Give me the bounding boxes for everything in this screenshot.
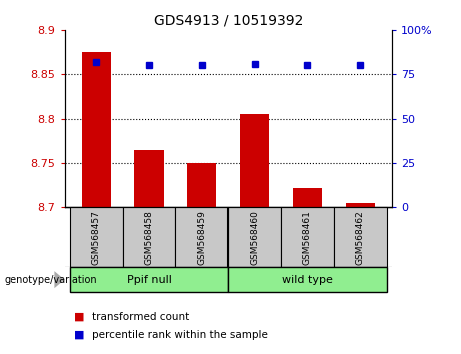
Text: genotype/variation: genotype/variation — [5, 275, 97, 285]
Bar — [334, 207, 387, 267]
Text: GSM568460: GSM568460 — [250, 210, 259, 265]
Text: wild type: wild type — [282, 275, 333, 285]
Text: GSM568459: GSM568459 — [197, 210, 207, 265]
Text: GSM568462: GSM568462 — [356, 210, 365, 264]
Polygon shape — [54, 271, 65, 288]
Bar — [123, 207, 175, 267]
Text: ■: ■ — [74, 312, 84, 322]
Text: ■: ■ — [74, 330, 84, 339]
Bar — [82, 52, 111, 207]
Text: percentile rank within the sample: percentile rank within the sample — [92, 330, 268, 339]
Text: GSM568461: GSM568461 — [303, 210, 312, 265]
Bar — [175, 207, 228, 267]
Title: GDS4913 / 10519392: GDS4913 / 10519392 — [154, 13, 303, 28]
Text: transformed count: transformed count — [92, 312, 189, 322]
Text: GSM568458: GSM568458 — [144, 210, 154, 265]
Bar — [135, 149, 164, 207]
Bar — [228, 267, 387, 292]
Bar — [281, 207, 334, 267]
Bar — [187, 163, 216, 207]
Bar — [293, 188, 322, 207]
Bar — [240, 114, 269, 207]
Bar — [346, 202, 375, 207]
Text: Ppif null: Ppif null — [127, 275, 171, 285]
Bar — [70, 267, 228, 292]
Bar — [70, 207, 123, 267]
Text: GSM568457: GSM568457 — [92, 210, 100, 265]
Bar — [228, 207, 281, 267]
